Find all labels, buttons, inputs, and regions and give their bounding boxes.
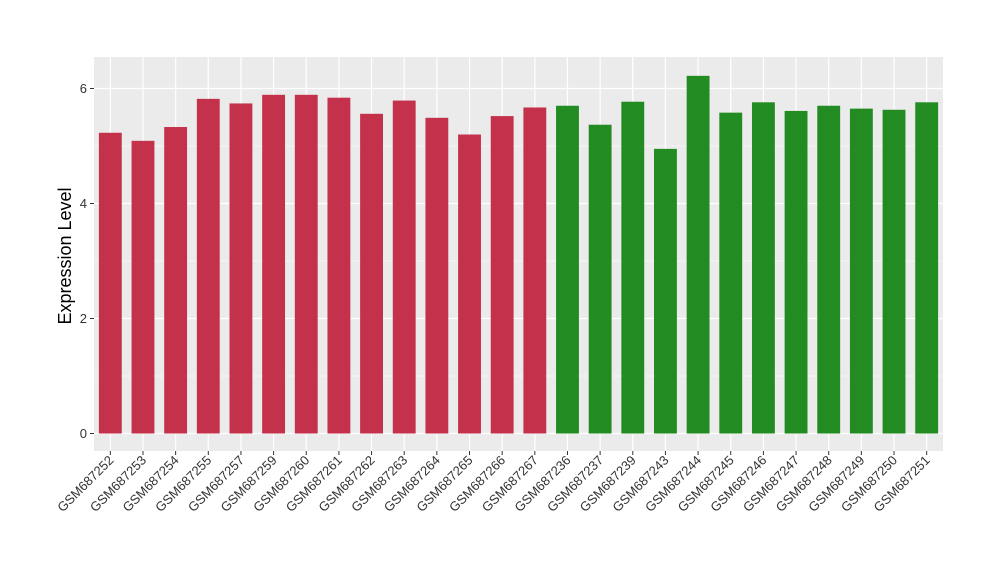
bar-GSM687247: [784, 110, 808, 434]
bar-GSM687263: [392, 100, 416, 434]
bar-GSM687248: [817, 105, 841, 434]
bar-GSM687257: [229, 103, 253, 434]
x-axis: GSM687252GSM687253GSM687254GSM687255GSM6…: [54, 451, 933, 515]
bar-GSM687251: [915, 102, 939, 434]
bar-GSM687254: [164, 127, 188, 434]
bars: [98, 75, 939, 434]
bar-GSM687239: [621, 101, 645, 434]
bar-GSM687244: [686, 75, 710, 434]
bar-GSM687237: [588, 124, 612, 434]
bar-GSM687243: [654, 148, 677, 434]
bar-GSM687249: [849, 108, 873, 434]
bar-GSM687253: [131, 140, 155, 434]
bar-GSM687236: [556, 105, 579, 434]
bar-GSM687252: [98, 132, 122, 434]
bar-GSM687267: [523, 107, 547, 434]
bar-GSM687259: [262, 94, 286, 434]
bar-GSM687260: [294, 94, 318, 434]
y-axis-title: Expression Level: [55, 187, 75, 324]
y-tick-label: 6: [80, 81, 87, 96]
y-tick-label: 2: [80, 311, 87, 326]
y-axis: 0 2 4 6: [80, 81, 94, 441]
y-tick-label: 0: [80, 426, 87, 441]
bar-GSM687266: [490, 116, 514, 434]
bar-GSM687246: [751, 102, 775, 434]
bar-GSM687250: [882, 109, 906, 434]
bar-GSM687265: [458, 134, 481, 434]
bar-GSM687245: [719, 112, 743, 434]
bar-GSM687262: [360, 113, 383, 434]
bar-GSM687255: [196, 98, 220, 434]
plot-panel: [94, 57, 943, 451]
y-tick-label: 4: [80, 196, 87, 211]
bar-GSM687264: [425, 117, 449, 434]
bar-GSM687261: [327, 97, 351, 434]
